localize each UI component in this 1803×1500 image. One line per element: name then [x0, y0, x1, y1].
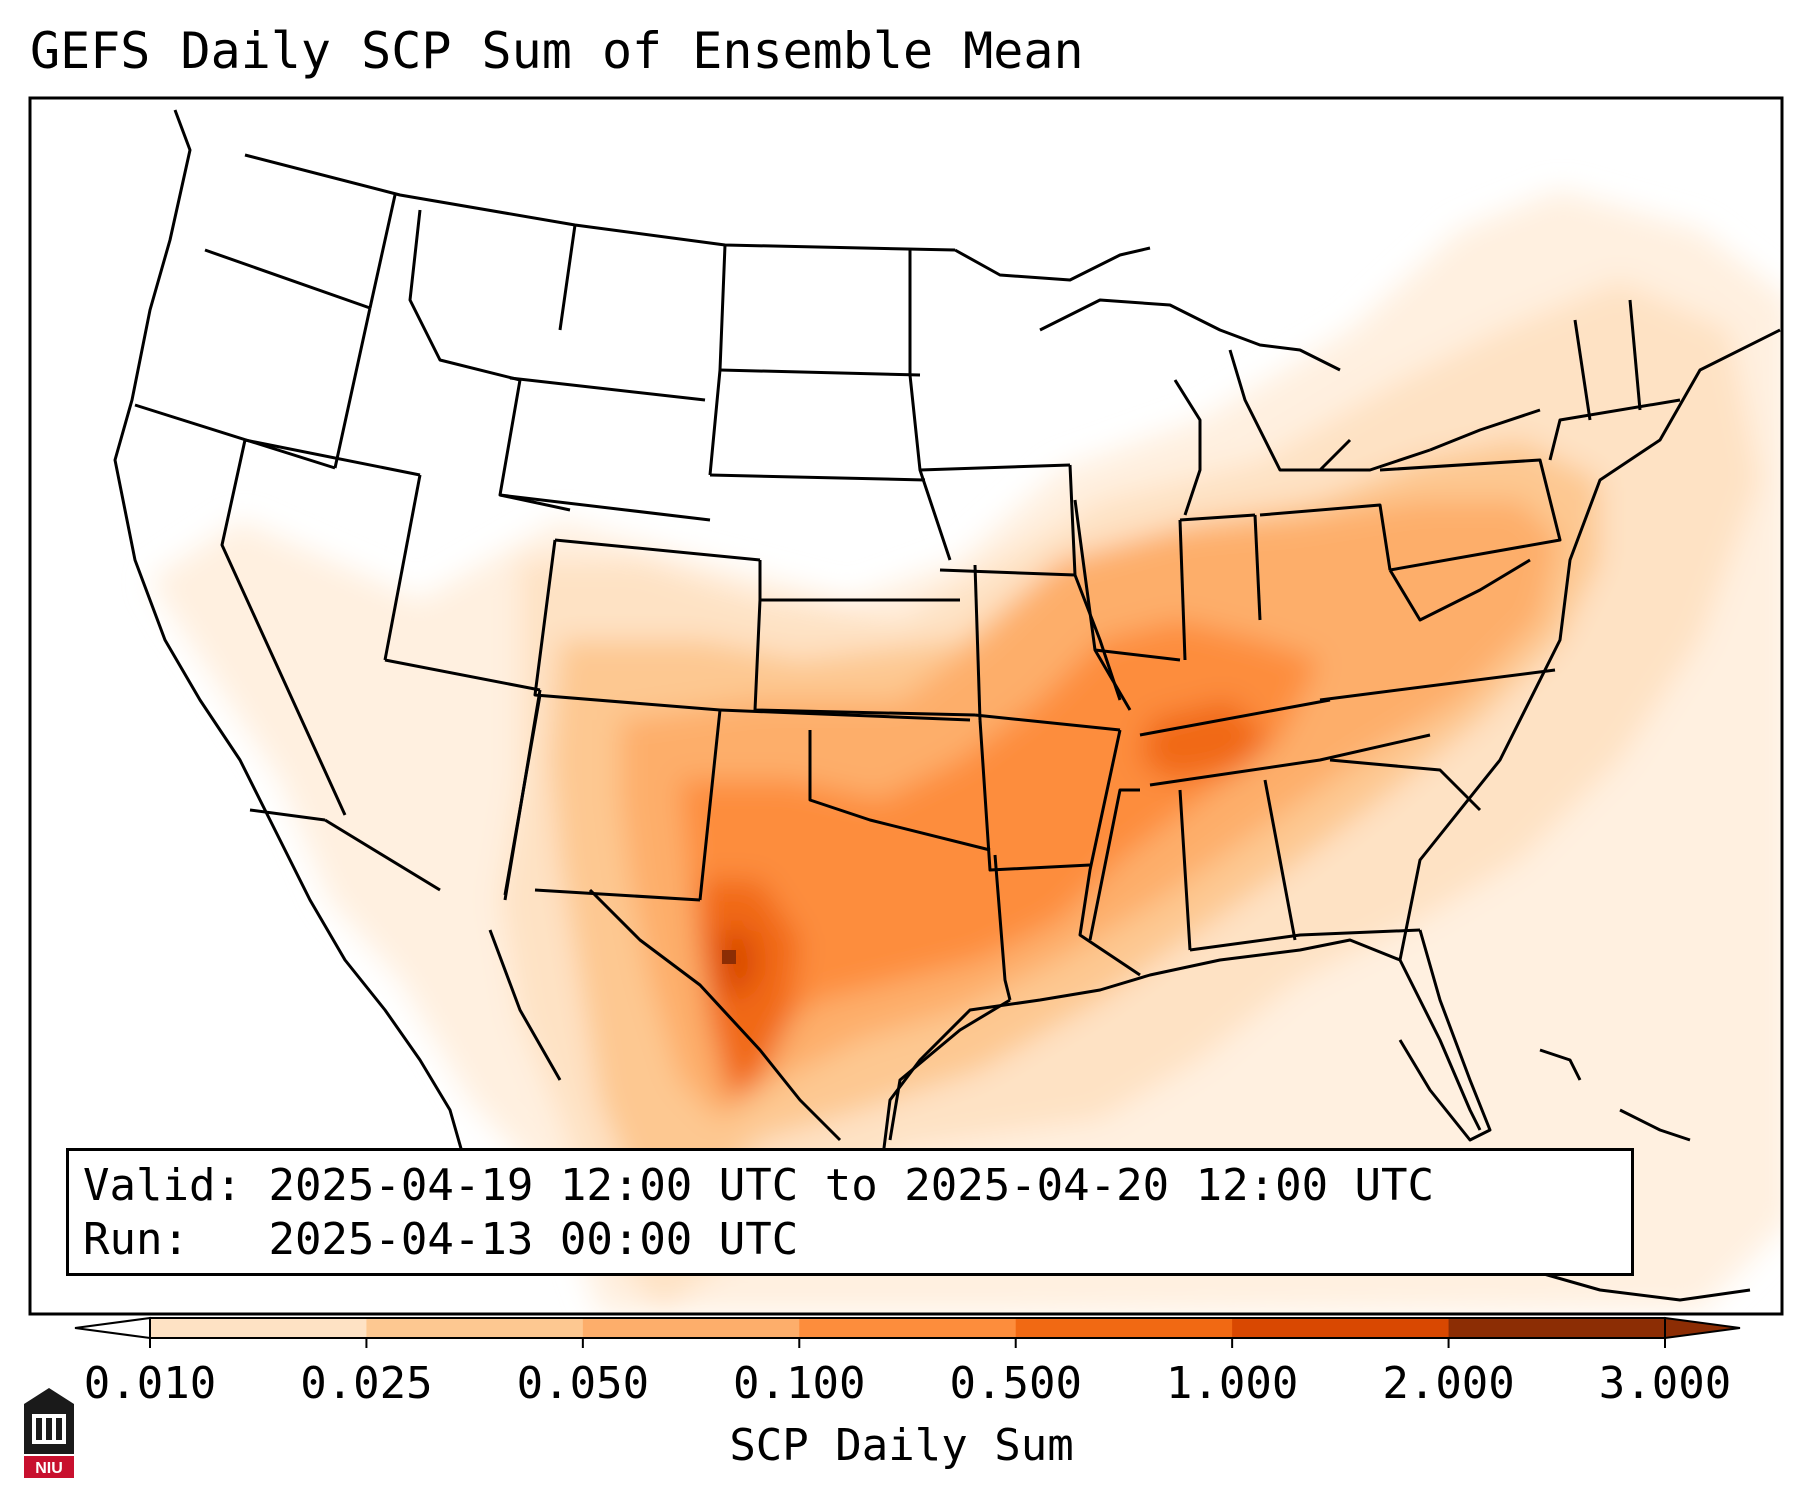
- valid-value: 2025-04-19 12:00 UTC to 2025-04-20 12:00…: [268, 1160, 1435, 1211]
- colorbar-segment: [1448, 1318, 1666, 1338]
- colorbar-segment: [366, 1318, 584, 1338]
- state-borders: [113, 109, 1781, 1302]
- colorbar: [74, 1316, 1741, 1348]
- run-value: 2025-04-13 00:00 UTC: [268, 1214, 799, 1265]
- colorbar-segment: [582, 1318, 800, 1338]
- map-frame: [28, 96, 1784, 1316]
- niu-logo: NIU: [24, 1388, 74, 1478]
- colorbar-tick-label: 1.000: [1165, 1358, 1299, 1409]
- colorbar-tick-label: 0.500: [949, 1358, 1082, 1409]
- colorbar-tick-label: 0.100: [733, 1358, 866, 1409]
- colorbar-tick-label: 0.025: [300, 1358, 433, 1409]
- colorbar-segment: [150, 1318, 367, 1338]
- colorbar-tick-label: 2.000: [1382, 1358, 1515, 1409]
- colorbar-segment: [1015, 1318, 1233, 1338]
- valid-run-info-box: Valid: 2025-04-19 12:00 UTC to 2025-04-2…: [66, 1148, 1634, 1276]
- colorbar-extend-high: [1664, 1316, 1741, 1340]
- colorbar-tick-label: 0.050: [516, 1358, 650, 1409]
- run-line: Run: 2025-04-13 00:00 UTC: [83, 1213, 1617, 1267]
- scp-shading: [150, 190, 1782, 1314]
- run-label: Run:: [83, 1214, 189, 1265]
- valid-line: Valid: 2025-04-19 12:00 UTC to 2025-04-2…: [83, 1159, 1617, 1213]
- colorbar-segment: [1232, 1318, 1450, 1338]
- colorbar-label: SCP Daily Sum: [729, 1420, 1074, 1471]
- colorbar-segment: [799, 1318, 1017, 1338]
- logo-text: NIU: [35, 1460, 63, 1477]
- colorbar-extend-low: [74, 1316, 151, 1340]
- valid-label: Valid:: [83, 1160, 242, 1211]
- map-title: GEFS Daily SCP Sum of Ensemble Mean: [30, 22, 1084, 80]
- colorbar-tick-label: 0.010: [83, 1358, 217, 1409]
- colorbar-tick-label: 3.000: [1598, 1358, 1732, 1409]
